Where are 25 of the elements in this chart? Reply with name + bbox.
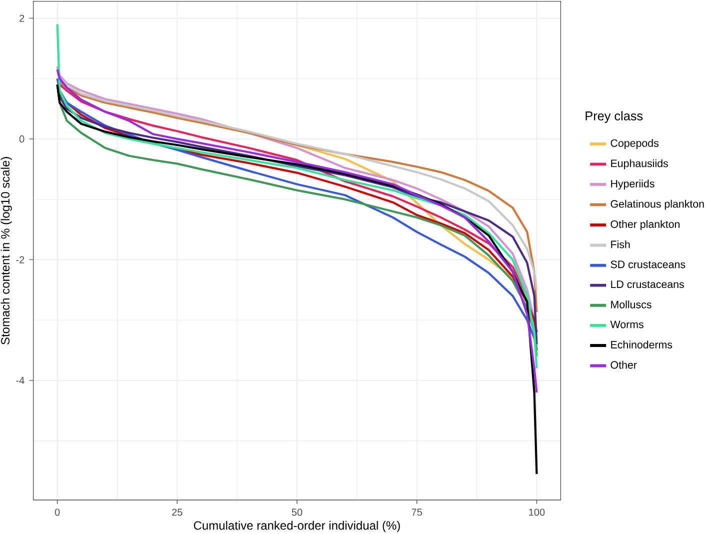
legend-label: Copepods — [610, 139, 659, 150]
y-tick-label: -2 — [16, 256, 24, 264]
legend-title: Prey class — [586, 111, 643, 123]
x-axis-title: Cumulative ranked-order individual (%) — [194, 520, 400, 532]
legend-label: Molluscs — [611, 300, 652, 308]
x-tick-label: 100 — [529, 508, 545, 516]
legend-label: LD crustaceans — [611, 280, 684, 288]
x-tick-label: 25 — [172, 508, 182, 516]
legend-label: Echinoderms — [611, 340, 672, 348]
y-tick-label: 0 — [19, 135, 24, 143]
legend-label: Euphausiids — [611, 159, 668, 170]
line-series — [56, 84, 538, 476]
x-tick-label: 75 — [412, 508, 422, 516]
x-tick-label: 50 — [292, 508, 302, 516]
y-axis-title: Stomach content in % (log10 scale) — [0, 157, 12, 344]
legend-label: Worms — [610, 320, 644, 328]
x-tick-label: 0 — [54, 508, 60, 516]
legend-label: Fish — [611, 240, 630, 248]
legend-label: Other plankton — [610, 220, 680, 230]
y-tick-label: 2 — [20, 14, 24, 22]
legend-label: SD crustaceans — [610, 260, 686, 268]
legend-label: Gelatinous plankton — [610, 200, 704, 210]
legend-label: Hyperiids — [611, 180, 654, 190]
legend-label: Other — [610, 360, 637, 369]
y-tick-label: -4 — [16, 377, 24, 384]
